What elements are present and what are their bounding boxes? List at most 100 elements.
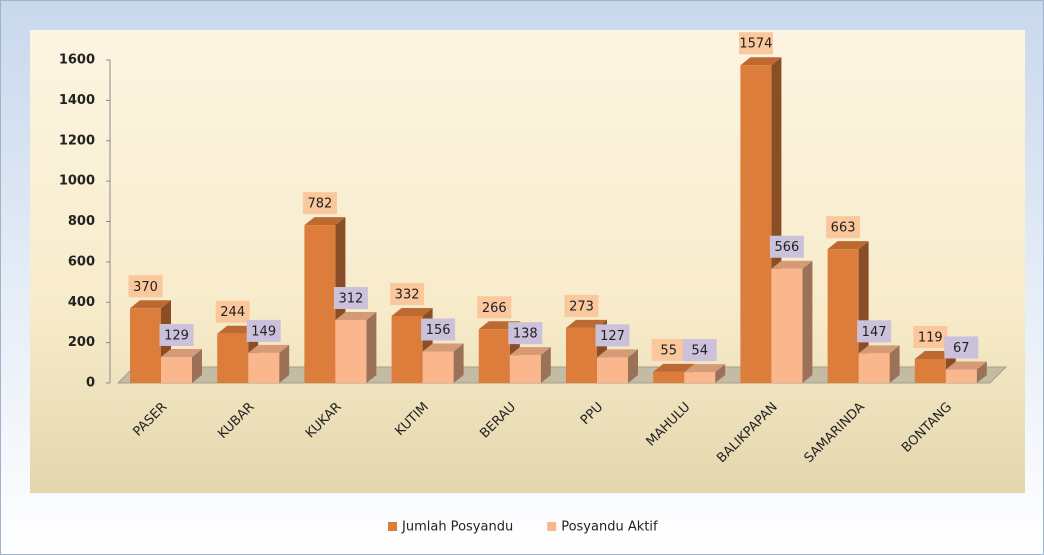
bar-front <box>161 356 192 383</box>
value-label-box <box>682 339 717 362</box>
legend-swatch <box>547 522 557 531</box>
legend-label: Jumlah Posyandu <box>401 520 513 535</box>
bar-top <box>161 348 202 357</box>
legend-swatch <box>388 522 397 531</box>
bar <box>945 361 987 383</box>
y-tick-label: 200 <box>68 335 95 350</box>
bar-front <box>945 369 977 383</box>
value-label-box <box>421 318 456 341</box>
bar-side <box>279 344 290 383</box>
bar-top <box>130 300 171 309</box>
bar-top <box>771 260 813 269</box>
y-tick-label: 1200 <box>59 133 95 148</box>
value-label-box <box>333 287 368 310</box>
bar-side <box>453 343 464 383</box>
bar-side <box>366 312 377 383</box>
bar-top <box>509 347 551 356</box>
bar-side <box>540 347 551 383</box>
value-label-box <box>390 282 425 305</box>
bar-front <box>335 320 367 383</box>
value-label-box <box>738 32 773 55</box>
value-label: 244 <box>220 305 245 320</box>
bar-top <box>684 364 726 373</box>
value-label: 370 <box>133 280 158 295</box>
value-label-box <box>595 324 630 347</box>
plot-area <box>30 30 1025 493</box>
value-label: 129 <box>164 328 189 343</box>
bar-front <box>684 372 716 383</box>
bar-front <box>509 355 541 383</box>
value-label-box <box>302 192 337 215</box>
value-label-box <box>128 275 163 298</box>
bar <box>335 312 377 383</box>
bar-side <box>976 361 987 383</box>
bar <box>827 241 869 383</box>
value-label: 67 <box>953 341 970 356</box>
bar <box>771 260 813 383</box>
bar-front <box>248 352 280 383</box>
bar <box>684 364 726 383</box>
y-tick-label: 1000 <box>59 174 95 189</box>
bar-top <box>248 344 290 353</box>
bar <box>161 348 202 383</box>
y-tick-label: 1600 <box>59 53 95 68</box>
bar-front <box>740 65 772 383</box>
value-label-box <box>826 216 861 239</box>
bar <box>248 344 290 383</box>
value-label: 266 <box>482 301 507 316</box>
legend-label: Posyandu Aktif <box>561 520 658 535</box>
bar <box>858 345 900 383</box>
y-tick-label: 800 <box>68 214 95 229</box>
bar-top <box>422 343 464 352</box>
value-label: 312 <box>338 292 363 307</box>
value-label: 332 <box>395 287 420 302</box>
value-label: 147 <box>862 325 887 340</box>
bar <box>597 349 638 383</box>
bar-front <box>422 351 454 383</box>
y-tick-label: 600 <box>68 254 95 269</box>
y-tick-label: 400 <box>68 295 95 310</box>
value-label-box <box>769 235 804 258</box>
bar-front <box>914 358 946 383</box>
value-label-box <box>159 323 194 346</box>
bar <box>509 347 551 383</box>
bar <box>422 343 464 383</box>
value-label: 127 <box>600 329 625 344</box>
value-label: 149 <box>251 324 276 339</box>
bar-front <box>391 315 423 383</box>
bar-top <box>304 217 346 226</box>
value-label-box <box>913 325 948 348</box>
value-label: 782 <box>307 197 332 212</box>
value-label-box <box>215 300 250 323</box>
bar-side <box>715 364 726 383</box>
bar-side <box>889 345 900 383</box>
bar-front <box>858 353 890 383</box>
bar-front <box>130 308 161 383</box>
y-tick-label: 0 <box>86 376 95 391</box>
y-tick-label: 1400 <box>59 93 95 108</box>
value-label-box <box>651 338 686 361</box>
bar-side <box>802 260 813 383</box>
value-label: 1574 <box>739 37 772 52</box>
bar-top <box>827 241 869 250</box>
bar-front <box>566 327 597 383</box>
value-label: 156 <box>426 323 451 338</box>
bar-side <box>192 348 202 383</box>
value-label-box <box>944 336 979 359</box>
bar-front <box>304 225 336 383</box>
value-label: 273 <box>569 299 594 314</box>
bar-front <box>597 357 628 383</box>
bar-top <box>858 345 900 354</box>
bar-front <box>827 249 859 383</box>
bar-top <box>335 312 377 321</box>
value-label: 54 <box>691 344 708 359</box>
value-label: 55 <box>660 343 677 358</box>
bar-top <box>391 307 433 316</box>
value-label-box <box>508 322 543 345</box>
bar-front <box>653 371 685 383</box>
value-label-box <box>477 296 512 319</box>
value-label: 138 <box>513 327 538 342</box>
value-label-box <box>564 294 599 317</box>
bar-top <box>945 361 987 370</box>
